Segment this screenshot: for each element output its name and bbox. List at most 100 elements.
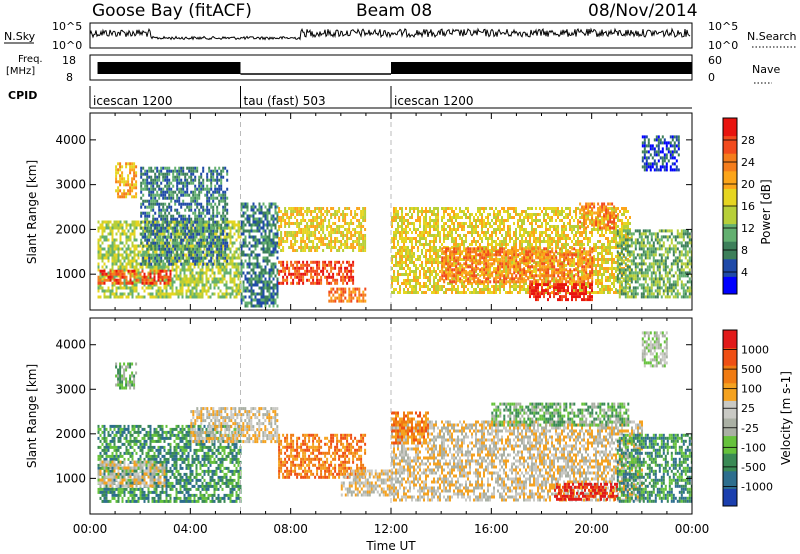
heatmap-cell-r6 [278, 272, 281, 276]
heatmap-cell-r6 [348, 269, 351, 273]
heatmap-cell-r7 [352, 287, 355, 291]
heatmap-cell-r5 [312, 246, 315, 249]
heatmap-cell-r3 [178, 172, 181, 176]
heatmap-cell-r3 [164, 196, 167, 200]
heatmap-cell-r8 [495, 246, 497, 249]
heatmap-cell-r3 [180, 262, 183, 266]
heatmap-cell-r0 [231, 262, 234, 266]
heatmap-cell-r8 [533, 213, 535, 216]
heatmap-cell-r5 [322, 219, 325, 222]
heatmap-cell-r8 [401, 255, 403, 258]
heatmap-cell-r8 [417, 216, 419, 219]
heatmap-cell-r8 [419, 210, 421, 213]
heatmap-cell-r8 [537, 240, 539, 243]
heatmap-cell-r3 [142, 211, 145, 215]
heatmap-cell-r0 [105, 223, 108, 227]
heatmap-cell-r8 [427, 225, 429, 228]
heatmap-cell-r3 [216, 190, 219, 194]
heatmap-cell-r0 [137, 262, 140, 266]
heatmap-cell-r6 [342, 278, 345, 282]
heatmap-cell-r4 [258, 217, 261, 221]
heatmap-cell-r3 [142, 178, 145, 182]
heatmap-cell-r8 [427, 261, 429, 264]
heatmap-cell-r6 [340, 263, 343, 267]
heatmap-cell-r6 [306, 272, 309, 276]
heatmap-cell-r2 [117, 189, 120, 193]
heatmap-cell-r0 [197, 280, 200, 284]
heatmap-cell-r3 [206, 202, 209, 206]
heatmap-cell-r0 [235, 262, 238, 266]
heatmap-cell-r5 [308, 246, 311, 249]
heatmap-cell-r3 [190, 196, 193, 200]
heatmap-cell-r0 [171, 283, 174, 287]
heatmap-cell-r3 [224, 241, 227, 245]
heatmap-cell-r8 [439, 276, 441, 279]
heatmap-cell-r8 [405, 264, 407, 267]
heatmap-cell-r5 [346, 240, 349, 243]
heatmap-cell-r0 [157, 235, 160, 239]
heatmap-cell-r8 [543, 216, 545, 219]
heatmap-cell-r3 [168, 247, 171, 251]
heatmap-cell-r8 [451, 246, 453, 249]
heatmap-cell-r8 [457, 288, 459, 291]
heatmap-cell-r1 [99, 278, 102, 282]
heatmap-cell-r5 [334, 237, 337, 240]
heatmap-cell-r3 [182, 202, 185, 206]
heatmap-cell-r4 [262, 241, 265, 245]
heatmap-cell-r3 [172, 262, 175, 266]
heatmap-cell-r8 [419, 234, 421, 237]
heatmap-cell-r8 [427, 288, 429, 291]
heatmap-cell-r3 [176, 256, 179, 260]
heatmap-cell-r3 [216, 211, 219, 215]
heatmap-cell-r8 [401, 252, 403, 255]
heatmap-cell-r4 [244, 217, 247, 221]
heatmap-cell-r5 [330, 207, 333, 210]
heatmap-cell-r8 [451, 288, 453, 291]
heatmap-cell-r8 [461, 291, 463, 294]
heatmap-cell-r5 [360, 216, 363, 219]
heatmap-cell-r4 [266, 244, 269, 248]
heatmap-cell-r3 [200, 190, 203, 194]
heatmap-cell-r4 [250, 277, 253, 281]
heatmap-cell-r8 [547, 213, 549, 216]
heatmap-cell-r4 [242, 262, 245, 266]
heatmap-cell-r3 [212, 190, 215, 194]
heatmap-cell-r3 [182, 187, 185, 191]
heatmap-cell-r5 [354, 213, 357, 216]
heatmap-cell-r5 [294, 237, 297, 240]
heatmap-cell-r8 [515, 246, 517, 249]
heatmap-cell-r8 [403, 216, 405, 219]
heatmap-cell-r3 [158, 175, 161, 179]
heatmap-cell-r6 [296, 269, 299, 273]
heatmap-cell-r3 [180, 250, 183, 254]
heatmap-cell-r8 [407, 249, 409, 252]
heatmap-cell-r0 [197, 292, 200, 296]
heatmap-cell-r0 [123, 277, 126, 281]
heatmap-cell-r4 [276, 229, 279, 233]
heatmap-cell-r5 [298, 213, 301, 216]
heatmap-cell-r4 [254, 253, 257, 257]
heatmap-cell-r8 [401, 282, 403, 285]
heatmap-cell-r0 [225, 295, 228, 299]
heatmap-cell-r0 [171, 247, 174, 251]
heatmap-cell-r5 [336, 228, 339, 231]
heatmap-cell-r3 [202, 211, 205, 215]
heatmap-cell-r3 [166, 250, 169, 254]
heatmap-cell-r0 [149, 265, 152, 269]
heatmap-cell-r3 [176, 211, 179, 215]
heatmap-cell-r3 [200, 184, 203, 188]
heatmap-cell-r3 [176, 187, 179, 191]
heatmap-cell-r3 [176, 220, 179, 224]
heatmap-cell-r3 [166, 235, 169, 239]
heatmap-cell-r0 [129, 232, 132, 236]
heatmap-cell-r0 [217, 277, 220, 281]
heatmap-cell-r8 [499, 210, 501, 213]
heatmap-cell-r3 [166, 169, 169, 173]
heatmap-cell-r0 [233, 262, 236, 266]
heatmap-cell-r4 [256, 229, 259, 233]
heatmap-cell-r8 [487, 279, 489, 282]
heatmap-cell-r0 [183, 220, 186, 224]
heatmap-cell-r8 [409, 237, 411, 240]
heatmap-cell-r0 [237, 286, 240, 290]
heatmap-cell-r5 [342, 225, 345, 228]
